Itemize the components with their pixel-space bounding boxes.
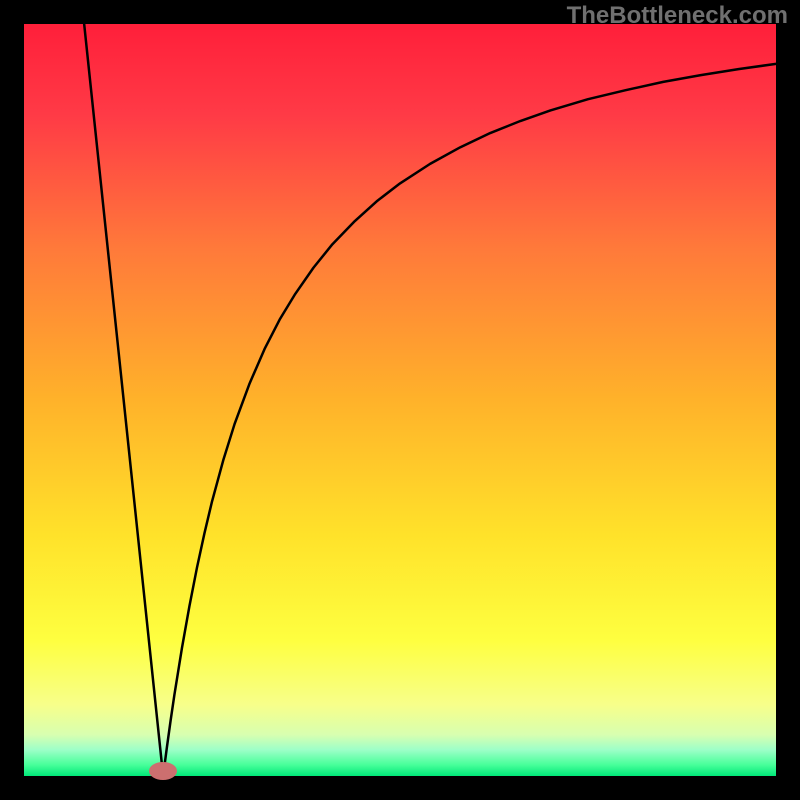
vertex-marker (149, 762, 177, 780)
watermark-text: TheBottleneck.com (567, 2, 788, 30)
curves-layer (24, 24, 776, 776)
chart-container: TheBottleneck.com (0, 0, 800, 800)
plot-area (24, 24, 776, 776)
